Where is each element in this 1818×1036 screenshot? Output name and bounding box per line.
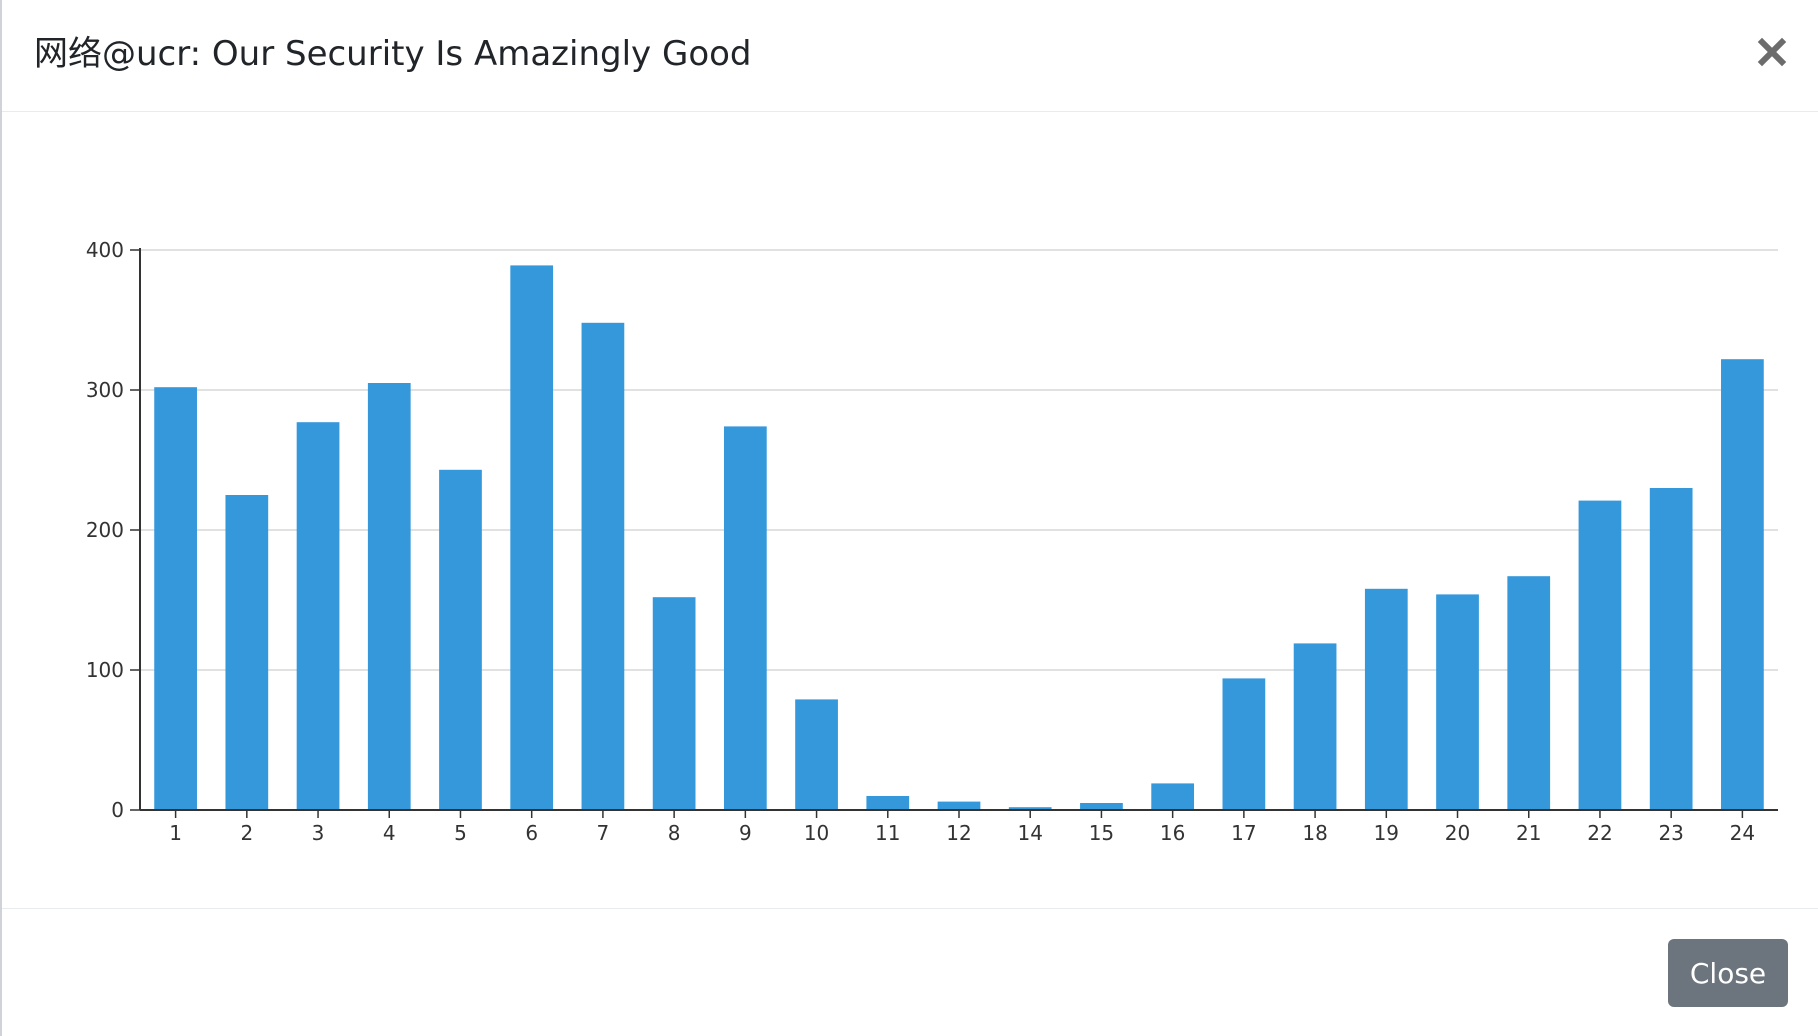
bar-18 (1293, 643, 1337, 810)
bar-14 (1008, 807, 1052, 810)
bar-11 (866, 796, 910, 810)
close-x-button[interactable] (1750, 30, 1794, 74)
x-tick-label: 8 (668, 821, 681, 845)
modal-title: 网络@ucr: Our Security Is Amazingly Good (34, 34, 752, 74)
bar-19 (1364, 588, 1408, 810)
bar-21 (1507, 576, 1551, 810)
x-tick-label: 23 (1658, 821, 1683, 845)
x-tick-label: 19 (1374, 821, 1399, 845)
modal-body: 0 100 200 300 400 1 2 3 4 5 6 7 8 9 10 11 12 14 15 16 17 18 19… (2, 112, 1818, 908)
bar-17 (1222, 678, 1266, 810)
x-tick-label: 2 (240, 821, 253, 845)
y-tick-label: 100 (86, 658, 124, 682)
bar-24 (1721, 359, 1764, 810)
x-tick-label: 6 (525, 821, 538, 845)
bar-3 (296, 422, 340, 810)
bar-10 (795, 699, 838, 810)
bar-16 (1151, 783, 1195, 810)
modal-header: 网络@ucr: Our Security Is Amazingly Good (2, 0, 1818, 112)
bar-23 (1649, 488, 1693, 810)
y-tick-label: 0 (111, 798, 124, 822)
x-tick-label: 20 (1445, 821, 1470, 845)
x-tick-label: 10 (804, 821, 829, 845)
bar-9 (723, 426, 767, 810)
x-tick-label: 7 (597, 821, 610, 845)
x-tick-label: 1 (169, 821, 182, 845)
bar-20 (1436, 594, 1479, 810)
x-tick-label: 21 (1516, 821, 1541, 845)
y-tick-label: 300 (86, 378, 124, 402)
close-icon (1757, 37, 1787, 67)
x-tick-label: 11 (875, 821, 900, 845)
close-button[interactable]: Close (1668, 939, 1788, 1007)
x-tick-label: 5 (454, 821, 467, 845)
x-tick-label: 17 (1231, 821, 1256, 845)
bar-4 (367, 383, 411, 810)
bar-1 (154, 387, 197, 810)
bar-15 (1080, 803, 1123, 810)
x-tick-label: 4 (383, 821, 396, 845)
x-tick-label: 24 (1730, 821, 1755, 845)
bar-6 (510, 265, 554, 810)
y-tick-label: 200 (86, 518, 124, 542)
x-tick-label: 15 (1089, 821, 1114, 845)
bar-8 (652, 597, 696, 810)
bar-7 (581, 322, 625, 810)
bar-2 (225, 495, 269, 810)
y-tick-label: 400 (86, 238, 124, 262)
bar-5 (439, 469, 482, 810)
x-tick-label: 12 (946, 821, 971, 845)
bar-12 (937, 801, 981, 810)
x-tick-label: 9 (739, 821, 752, 845)
x-tick-label: 22 (1587, 821, 1612, 845)
x-tick-label: 18 (1302, 821, 1327, 845)
x-tick-label: 3 (312, 821, 325, 845)
bar-22 (1578, 500, 1622, 810)
x-tick-label: 16 (1160, 821, 1185, 845)
modal-footer: Close (2, 908, 1818, 1036)
x-tick-label: 14 (1017, 821, 1042, 845)
